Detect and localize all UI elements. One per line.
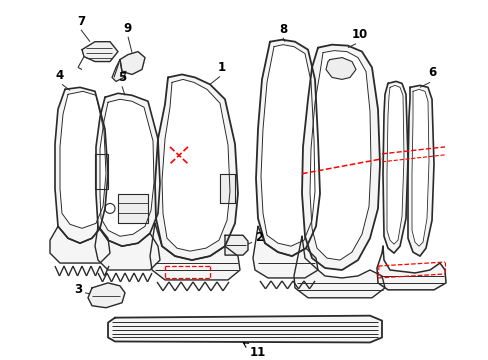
Polygon shape (88, 283, 125, 308)
Polygon shape (407, 85, 433, 256)
Polygon shape (309, 51, 370, 260)
Polygon shape (386, 85, 403, 244)
Polygon shape (155, 75, 238, 260)
Text: 8: 8 (278, 23, 286, 36)
Polygon shape (411, 89, 428, 246)
Text: 1: 1 (218, 62, 225, 75)
Text: 9: 9 (123, 22, 132, 35)
Polygon shape (224, 235, 247, 255)
Polygon shape (302, 45, 379, 270)
Polygon shape (376, 246, 445, 290)
Polygon shape (150, 223, 240, 280)
Polygon shape (100, 99, 154, 236)
Polygon shape (382, 81, 407, 253)
Polygon shape (112, 59, 126, 81)
Polygon shape (82, 42, 118, 62)
Text: 2: 2 (254, 231, 263, 244)
Text: 4: 4 (56, 69, 64, 82)
Polygon shape (325, 58, 355, 80)
Polygon shape (60, 91, 106, 228)
Polygon shape (118, 194, 148, 223)
Polygon shape (95, 226, 160, 270)
Polygon shape (162, 80, 229, 251)
Polygon shape (95, 154, 108, 189)
Polygon shape (120, 51, 145, 75)
Polygon shape (293, 236, 384, 298)
Polygon shape (108, 316, 381, 342)
Polygon shape (252, 226, 317, 278)
Text: 10: 10 (351, 28, 367, 41)
Polygon shape (261, 45, 314, 246)
Text: 5: 5 (118, 71, 126, 84)
Text: 3: 3 (74, 283, 82, 296)
Polygon shape (96, 93, 160, 246)
Polygon shape (50, 226, 110, 263)
Text: 11: 11 (243, 343, 265, 359)
Polygon shape (220, 174, 235, 203)
Text: 7: 7 (77, 15, 85, 28)
Polygon shape (55, 87, 108, 243)
Text: 6: 6 (427, 67, 435, 80)
Polygon shape (256, 40, 319, 256)
